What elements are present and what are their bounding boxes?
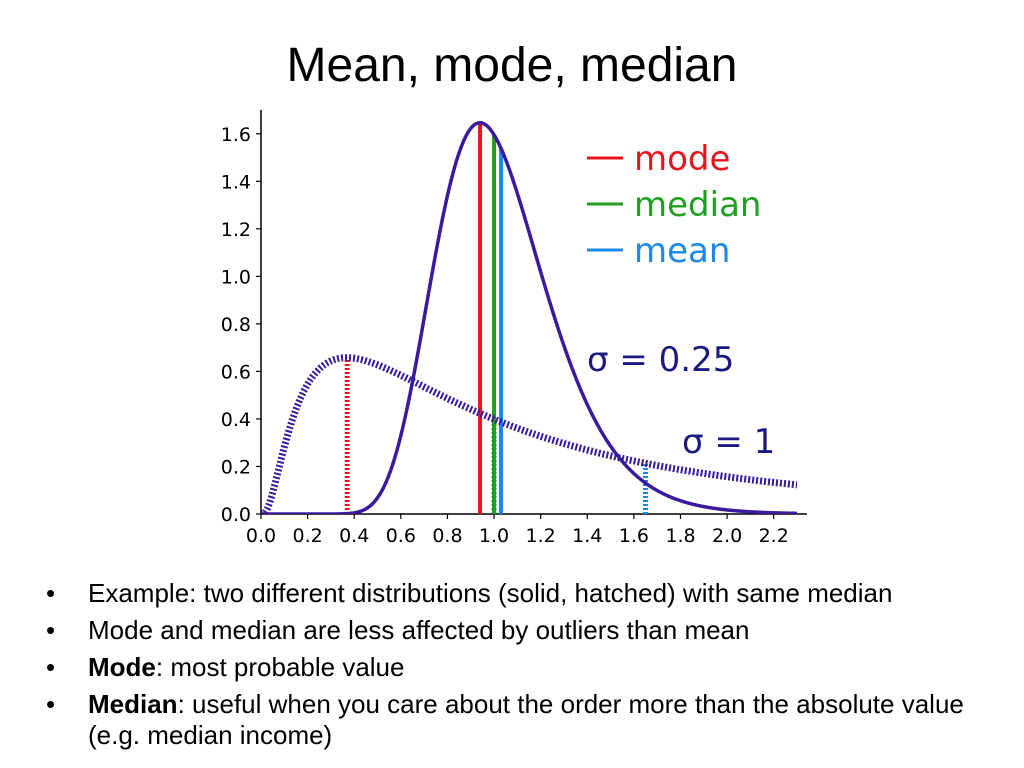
y-tick-label: 1.0 <box>221 266 251 288</box>
y-tick-label: 0.4 <box>221 409 251 431</box>
chart-marks <box>344 122 649 514</box>
bullet-item: • Example: two different distributions (s… <box>46 578 1006 609</box>
y-tick-label: 1.2 <box>221 219 251 241</box>
x-tick-label: 1.0 <box>479 525 509 547</box>
legend-label-mode: mode <box>634 139 730 179</box>
y-tick-label: 1.4 <box>221 171 251 193</box>
chart-ticks: 0.0 0.2 0.4 0.6 0.8 1.0 1.2 1.4 1.6 1.8 2.0 2.2 0.0 0… <box>221 124 789 547</box>
bullet-text: : useful when you care about the order m… <box>88 689 964 750</box>
bullet-text: Mode and median are less affected by out… <box>88 615 750 645</box>
legend-label-mean: mean <box>634 231 730 271</box>
chart-legend: mode median mean <box>587 139 761 271</box>
x-tick-label: 0.6 <box>386 525 416 547</box>
chart-curves <box>261 120 797 514</box>
bullet-text: : most probable value <box>155 652 405 682</box>
x-tick-label: 1.6 <box>619 525 649 547</box>
bullet-item: • Mode: most probable value <box>46 652 1006 683</box>
y-tick-label: 1.6 <box>221 124 251 146</box>
bullet-item: • Mode and median are less affected by ou… <box>46 615 1006 646</box>
hatched-distribution-curve <box>261 354 797 514</box>
y-tick-label: 0.8 <box>221 314 251 336</box>
x-tick-label: 2.0 <box>712 525 742 547</box>
solid-distribution-curve <box>261 120 797 514</box>
slide-title: Mean, mode, median <box>286 39 738 92</box>
x-tick-label: 0.4 <box>339 525 369 547</box>
legend-label-median: median <box>634 185 761 225</box>
x-tick-label: 1.2 <box>526 525 556 547</box>
bullet-bold-term: Median <box>88 689 178 719</box>
y-tick-label: 0.0 <box>221 504 251 526</box>
bullet-dot-icon: • <box>46 578 56 608</box>
sigma-annotation-hatched: σ = 1 <box>682 422 775 462</box>
bullet-text: Example: two different distributions (so… <box>88 578 893 608</box>
x-tick-label: 0.0 <box>246 525 276 547</box>
x-tick-label: 0.8 <box>432 525 462 547</box>
chart: 0.0 0.2 0.4 0.6 0.8 1.0 1.2 1.4 1.6 1.8 2.0 2.2 0.0 0… <box>221 110 807 547</box>
x-tick-label: 2.2 <box>759 525 789 547</box>
bullet-bold-term: Mode <box>88 652 156 682</box>
sigma-annotation-solid: σ = 0.25 <box>587 340 734 380</box>
x-tick-label: 0.2 <box>292 525 322 547</box>
bullet-dot-icon: • <box>46 652 56 682</box>
x-tick-label: 1.8 <box>665 525 695 547</box>
bullet-dot-icon: • <box>46 615 56 645</box>
bullet-item: • Median: useful when you care about the … <box>46 689 1006 751</box>
y-tick-label: 0.2 <box>221 456 251 478</box>
y-tick-label: 0.6 <box>221 361 251 383</box>
x-tick-label: 1.4 <box>572 525 602 547</box>
bullet-dot-icon: • <box>46 689 56 719</box>
chart-annotations: σ = 0.25 σ = 1 <box>587 340 775 462</box>
bullet-list: • Example: two different distributions (s… <box>46 578 1006 757</box>
